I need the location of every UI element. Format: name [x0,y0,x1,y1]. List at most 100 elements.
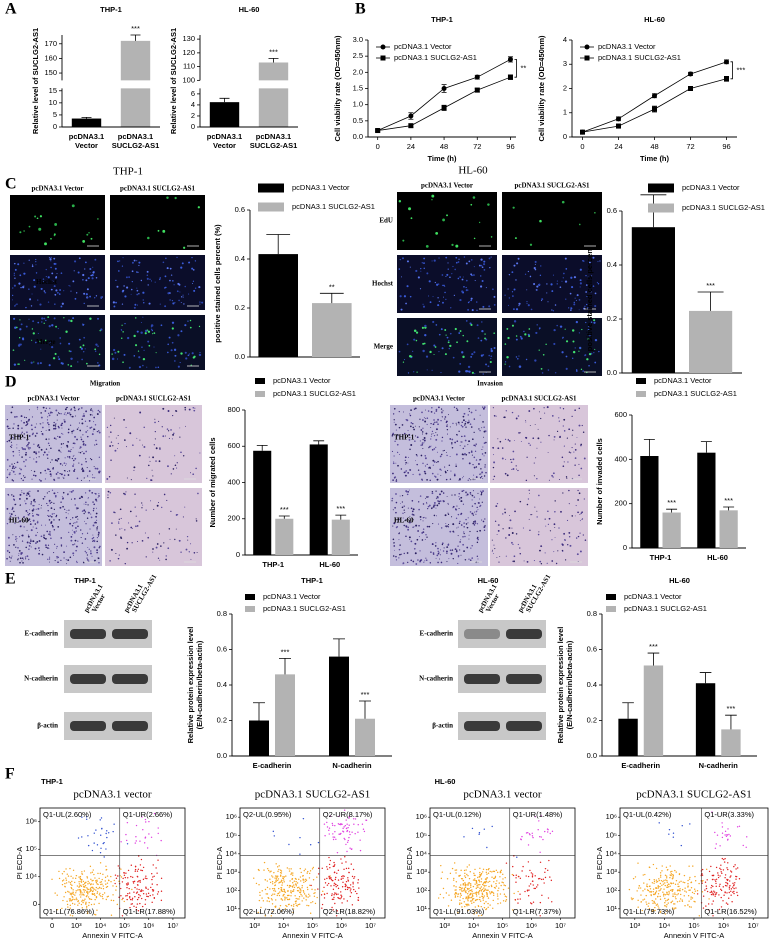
cell [46,453,49,456]
row-label: β-actin [432,722,453,730]
cell [482,373,484,375]
cell [11,467,14,470]
cell [470,411,473,414]
event [474,892,477,894]
cell [392,479,394,481]
event [470,892,472,895]
cell [462,489,465,492]
event [485,901,487,903]
event [469,900,472,902]
error-bar [666,508,678,513]
y-tick-label: 170 [44,39,57,48]
cell [89,272,91,274]
cell [42,537,44,538]
micrograph [490,405,588,483]
event [310,901,312,904]
cell [94,498,97,501]
cell [53,502,55,504]
cell [551,560,554,562]
cell [480,339,483,342]
event [651,899,653,902]
cell [467,479,469,481]
cell [153,346,155,348]
cell [484,518,486,520]
event [724,884,727,887]
event [467,875,469,877]
cell [36,432,38,435]
y-axis-label: Number of invaded cells [595,438,604,525]
legend-swatch [258,183,284,193]
event [117,865,119,867]
cell [14,522,16,525]
cell [63,557,65,559]
cell [440,561,443,564]
cell [538,531,540,533]
cell [444,353,447,356]
cell [48,499,51,502]
cell [444,525,447,527]
cell [38,456,40,458]
cell [405,535,407,538]
cell [395,555,397,558]
cell [80,438,83,441]
event [669,885,671,887]
cell [594,212,596,214]
cell [93,546,96,549]
cell [38,540,41,542]
event [66,900,68,903]
cell [108,436,110,438]
event [495,882,497,885]
cell [433,435,436,437]
cell [89,552,92,555]
cell [412,560,415,563]
event [504,895,507,897]
event [637,899,639,902]
cell [122,289,125,292]
cell [29,542,31,545]
row-label: EdU [36,218,50,226]
event [502,878,504,880]
event [720,871,722,873]
event [472,910,474,913]
cell [562,492,564,494]
cell [90,408,92,410]
cell [92,540,94,542]
event [493,886,496,889]
event [345,867,348,870]
cell [459,520,461,523]
event [344,824,347,827]
cell [511,532,514,534]
event [290,890,292,892]
quadrant-label: Q1-UR(3.33%) [704,810,754,819]
event [721,836,724,839]
cell [415,339,418,342]
cell [593,321,596,324]
y-tick-label: 0.2 [217,715,227,724]
cell [85,552,88,554]
event [672,882,675,884]
cell [37,514,40,517]
cell [9,560,11,562]
event [359,849,362,852]
event [518,875,520,878]
marker [724,59,729,65]
cell [518,305,520,307]
cell [196,552,198,553]
cell [64,408,67,411]
event [539,901,542,904]
cell [189,319,192,322]
cell [444,291,446,294]
event [657,887,660,889]
cell [55,289,58,292]
cell [515,335,518,337]
cell [176,462,178,464]
cell [398,454,400,456]
cell [9,472,11,474]
cell [139,411,142,414]
cell [416,463,418,466]
y-tick-label: 10⁴ [415,849,427,858]
event [160,899,163,902]
cell [136,330,139,333]
event [646,885,649,888]
cell [58,358,61,361]
